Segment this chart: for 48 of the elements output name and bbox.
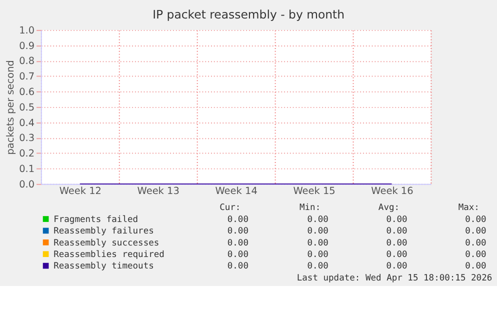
text: Avg: bbox=[378, 203, 400, 214]
legend-label: Reassembly failures bbox=[54, 226, 154, 237]
x-tick-label: Week 12 bbox=[59, 186, 102, 198]
text: Max: bbox=[458, 203, 480, 214]
text: 0.00 bbox=[227, 238, 248, 248]
y-tick-label: 0.0 bbox=[19, 179, 35, 190]
text: 0.00 bbox=[227, 226, 248, 237]
y-tick-label: 0.1 bbox=[19, 164, 35, 175]
y-tick-label: 0.4 bbox=[19, 118, 35, 129]
y-tick-label: 0.6 bbox=[19, 86, 35, 98]
text: 0.00 bbox=[386, 250, 408, 260]
text: 0.00 bbox=[307, 214, 328, 225]
y-tick-label: 0.8 bbox=[19, 56, 35, 68]
text: 0.00 bbox=[386, 214, 408, 225]
y-tick-label: 0.7 bbox=[19, 72, 35, 83]
x-tick-label: Week 14 bbox=[215, 186, 258, 198]
y-axis-title: packets per second bbox=[5, 60, 16, 155]
text: 0.00 bbox=[227, 250, 248, 260]
text: 0.00 bbox=[307, 250, 328, 260]
text: 0.00 bbox=[227, 214, 248, 225]
y-tick-label: 1.0 bbox=[19, 25, 35, 36]
text: 0.00 bbox=[386, 262, 408, 272]
x-tick-label: Week 16 bbox=[371, 186, 414, 198]
text: 0.00 bbox=[307, 238, 328, 248]
text: 0.00 bbox=[386, 238, 408, 248]
text: Min: bbox=[299, 203, 321, 214]
legend-label: Reassembly successes bbox=[54, 238, 160, 248]
legend-label: Reassembly timeouts bbox=[54, 262, 154, 272]
text: 0.00 bbox=[307, 262, 328, 272]
text: 0.00 bbox=[307, 226, 328, 237]
legend-label: Reassemblies required bbox=[54, 250, 164, 260]
y-tick-label: 0.3 bbox=[19, 133, 35, 144]
text: Cur: bbox=[220, 203, 241, 214]
x-tick-label: Week 13 bbox=[137, 186, 180, 198]
text: 0.00 bbox=[465, 250, 486, 260]
text: 0.00 bbox=[386, 226, 408, 237]
y-tick-label: 0.9 bbox=[19, 40, 35, 52]
chart-title: IP packet reassembly - by month bbox=[152, 7, 345, 22]
text: Last update: Wed Apr 15 18:00:15 2026 bbox=[296, 273, 492, 284]
text: 0.00 bbox=[465, 214, 486, 225]
legend-label: Fragments failed bbox=[54, 214, 138, 225]
y-tick-label: 0.5 bbox=[19, 102, 35, 114]
text: 0.00 bbox=[465, 226, 486, 237]
text: 0.00 bbox=[465, 238, 486, 248]
text: 0.00 bbox=[465, 262, 486, 272]
x-tick-label: Week 15 bbox=[293, 186, 336, 198]
text: 0.00 bbox=[227, 262, 248, 272]
y-tick-label: 0.2 bbox=[19, 148, 35, 160]
